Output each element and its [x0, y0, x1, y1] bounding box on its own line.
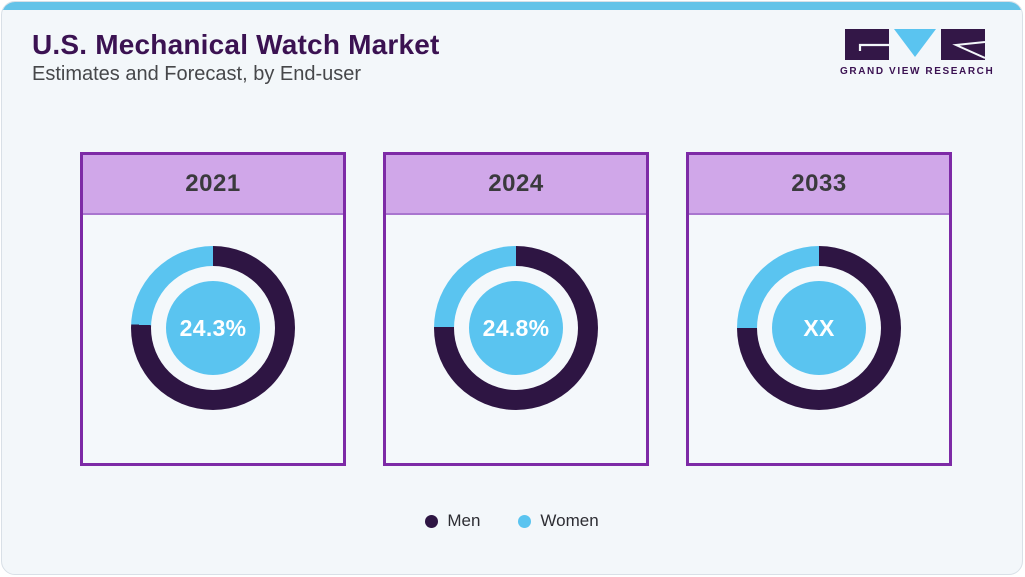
card-2033: 2033 XX	[686, 152, 952, 466]
donut-hole: 24.3%	[151, 266, 275, 390]
top-accent-bar	[2, 2, 1022, 10]
donut-hole: 24.8%	[454, 266, 578, 390]
logo-r-icon	[941, 29, 985, 60]
legend-label-women: Women	[540, 511, 599, 530]
card-2024-body: 24.8%	[386, 215, 646, 464]
logo-v-icon	[894, 29, 936, 57]
page-title: U.S. Mechanical Watch Market	[32, 29, 440, 60]
chart-legend: Men Women	[2, 511, 1022, 531]
donut-chart-2033: XX	[737, 246, 901, 410]
women-color-dot	[518, 514, 532, 528]
logo-g-icon	[845, 29, 889, 60]
donut-center-value: 24.3%	[166, 281, 260, 375]
card-2021-body: 24.3%	[83, 215, 343, 464]
legend-item-women: Women	[518, 511, 599, 531]
donut-center-value: XX	[772, 281, 866, 375]
logo-marks	[840, 29, 990, 61]
men-color-dot	[425, 514, 439, 528]
card-2021-year-label: 2021	[83, 155, 343, 215]
card-2024: 2024 24.8%	[383, 152, 649, 466]
card-2021: 2021 24.3%	[80, 152, 346, 466]
card-2033-year-label: 2033	[689, 155, 949, 215]
grand-view-research-logo: GRAND VIEW RESEARCH	[840, 29, 995, 77]
logo-wordmark: GRAND VIEW RESEARCH	[840, 66, 995, 77]
legend-label-men: Men	[447, 511, 481, 530]
page-subtitle: Estimates and Forecast, by End-user	[32, 63, 362, 85]
legend-item-men: Men	[425, 511, 480, 531]
donut-chart-2021: 24.3%	[131, 246, 295, 410]
card-2024-year-label: 2024	[386, 155, 646, 215]
donut-cards-row: 2021 24.3% 2024 24.8% 2033	[80, 152, 952, 466]
donut-chart-2024: 24.8%	[434, 246, 598, 410]
card-2033-body: XX	[689, 215, 949, 464]
donut-hole: XX	[757, 266, 881, 390]
donut-center-value: 24.8%	[469, 281, 563, 375]
